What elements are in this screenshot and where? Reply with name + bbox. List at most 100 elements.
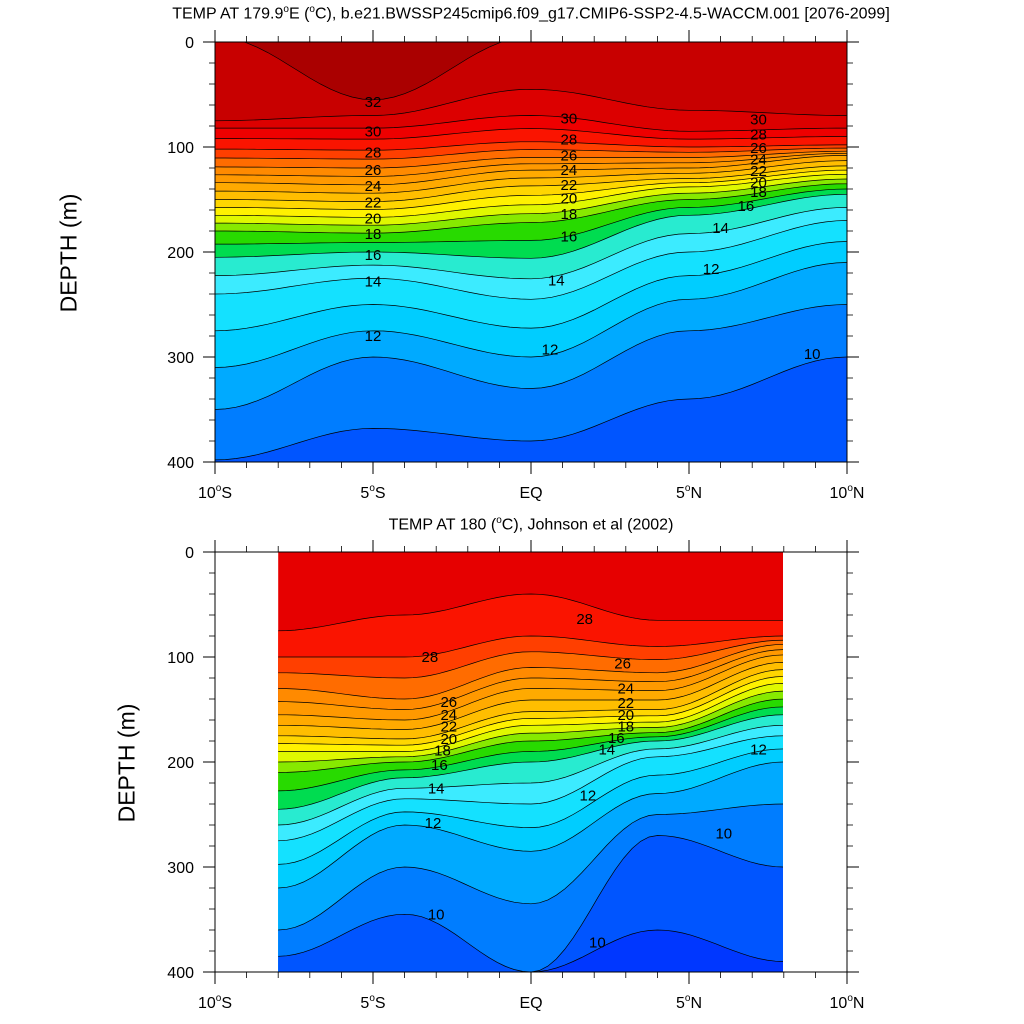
isotherm-line-19 xyxy=(278,690,783,763)
contour-label-15: 22 xyxy=(561,177,578,194)
contour-label-0: 28 xyxy=(576,611,593,628)
isotherm-line-12 xyxy=(278,761,783,889)
isotherm-line-17 xyxy=(278,706,783,792)
contour-label-14: 24 xyxy=(561,162,578,179)
contour-label-8: 16 xyxy=(365,247,382,264)
isotherm-line-13 xyxy=(215,241,847,332)
x-tick-label-1: 5oS xyxy=(360,993,385,1012)
contour-label-29: 14 xyxy=(712,220,729,237)
isotherm-line-15 xyxy=(215,207,847,280)
contour-label-30: 12 xyxy=(703,261,720,278)
y-tick-label-4: 400 xyxy=(167,455,194,472)
contour-label-16: 20 xyxy=(561,190,578,207)
isotherm-line-29 xyxy=(215,128,847,140)
contour-label-8: 14 xyxy=(598,741,615,758)
contour-label-9: 14 xyxy=(365,273,382,290)
isotherm-line-29 xyxy=(278,593,783,632)
isotherm-line-24 xyxy=(215,155,847,186)
isotherm-line-12 xyxy=(215,262,847,368)
isotherm-line-17 xyxy=(215,188,847,245)
contour-label-9: 12 xyxy=(750,741,767,758)
isotherm-line-23 xyxy=(215,160,847,194)
isotherm-line-21 xyxy=(278,676,783,746)
isotherm-line-14 xyxy=(278,735,783,842)
contour-label-18: 16 xyxy=(561,228,578,245)
contour-label-12: 22 xyxy=(440,718,457,735)
isotherm-line-26 xyxy=(215,150,847,169)
x-tick-label-3: 5oN xyxy=(676,483,702,502)
contour-label-3: 24 xyxy=(617,681,634,698)
isotherm-line-20 xyxy=(215,173,847,218)
isotherm-line-25 xyxy=(215,152,847,177)
isotherm-line-27 xyxy=(278,639,783,679)
contour-label-17: 12 xyxy=(425,815,442,832)
panel1-fills xyxy=(215,42,847,462)
isotherm-line-25 xyxy=(278,649,783,710)
contour-label-20: 10 xyxy=(428,906,445,923)
contour-label-19: 10 xyxy=(715,825,732,842)
isotherm-line-11 xyxy=(215,304,847,410)
contour-label-3: 26 xyxy=(365,162,382,179)
contour-label-7: 18 xyxy=(365,226,382,243)
x-tick-label-2: EQ xyxy=(519,485,542,502)
x-tick-label-1: 5oS xyxy=(360,483,385,502)
contour-label-10: 12 xyxy=(365,328,382,345)
isotherm-line-26 xyxy=(278,644,783,700)
y-tick-label-3: 300 xyxy=(167,350,194,367)
isotherm-line-10 xyxy=(215,356,847,461)
isotherm-line-24 xyxy=(278,654,783,721)
contour-label-4: 22 xyxy=(617,695,634,712)
x-tick-label-0: 10oS xyxy=(198,993,232,1012)
isotherm-line-20 xyxy=(278,682,783,752)
contour-label-28: 16 xyxy=(738,198,755,215)
panel1-contour-labels: 3230282624222018161412302826242220181614… xyxy=(365,94,821,363)
contour-label-5: 20 xyxy=(617,707,634,724)
contour-label-10: 26 xyxy=(440,694,457,711)
isotherm-line-30 xyxy=(215,115,847,132)
isotherm-line-27 xyxy=(215,147,847,160)
contour-label-13: 26 xyxy=(561,147,578,164)
isotherm-line-28 xyxy=(278,635,783,658)
x-tick-label-2: EQ xyxy=(519,995,542,1012)
y-tick-label-2: 200 xyxy=(167,755,194,772)
isotherm-line-21 xyxy=(215,169,847,210)
isotherm-line-13 xyxy=(278,748,783,865)
contour-label-14: 18 xyxy=(434,743,451,760)
panel1-contour-lines xyxy=(215,42,847,461)
fill-band-9 xyxy=(278,930,783,972)
x-tick-label-0: 10oS xyxy=(198,483,232,502)
contour-label-23: 26 xyxy=(750,140,767,157)
y-tick-label-4: 400 xyxy=(167,965,194,982)
panel2-fills xyxy=(278,552,783,972)
contour-label-21: 30 xyxy=(750,112,767,129)
y-tick-label-3: 300 xyxy=(167,860,194,877)
isotherm-line-23 xyxy=(278,661,783,730)
contour-label-1: 28 xyxy=(422,649,439,666)
isotherm-line-22 xyxy=(215,165,847,202)
contour-label-7: 16 xyxy=(608,730,625,747)
isotherm-line-22 xyxy=(278,669,783,740)
panel2-y-axis-label: DEPTH (m) xyxy=(113,703,140,823)
contour-label-22: 28 xyxy=(750,126,767,143)
isotherm-line-10 xyxy=(278,835,783,972)
contour-label-6: 20 xyxy=(365,210,382,227)
contour-label-2: 28 xyxy=(365,144,382,161)
contour-label-31: 10 xyxy=(804,346,821,363)
contour-label-16: 14 xyxy=(428,780,445,797)
x-tick-label-4: 10oN xyxy=(830,483,865,502)
isotherm-line-15 xyxy=(278,724,783,826)
contour-label-19: 14 xyxy=(548,272,565,289)
contour-label-26: 20 xyxy=(750,175,767,192)
isotherm-line-28 xyxy=(215,141,847,151)
y-tick-label-0: 0 xyxy=(185,35,194,52)
contour-label-4: 24 xyxy=(365,178,382,195)
contour-label-21: 10 xyxy=(589,935,606,952)
panel1-chart: 3230282624222018161412302826242220181614… xyxy=(167,30,864,502)
isotherm-line-16 xyxy=(278,714,783,810)
isotherm-line-31 xyxy=(215,88,847,122)
panel2-contour-lines xyxy=(278,593,783,972)
